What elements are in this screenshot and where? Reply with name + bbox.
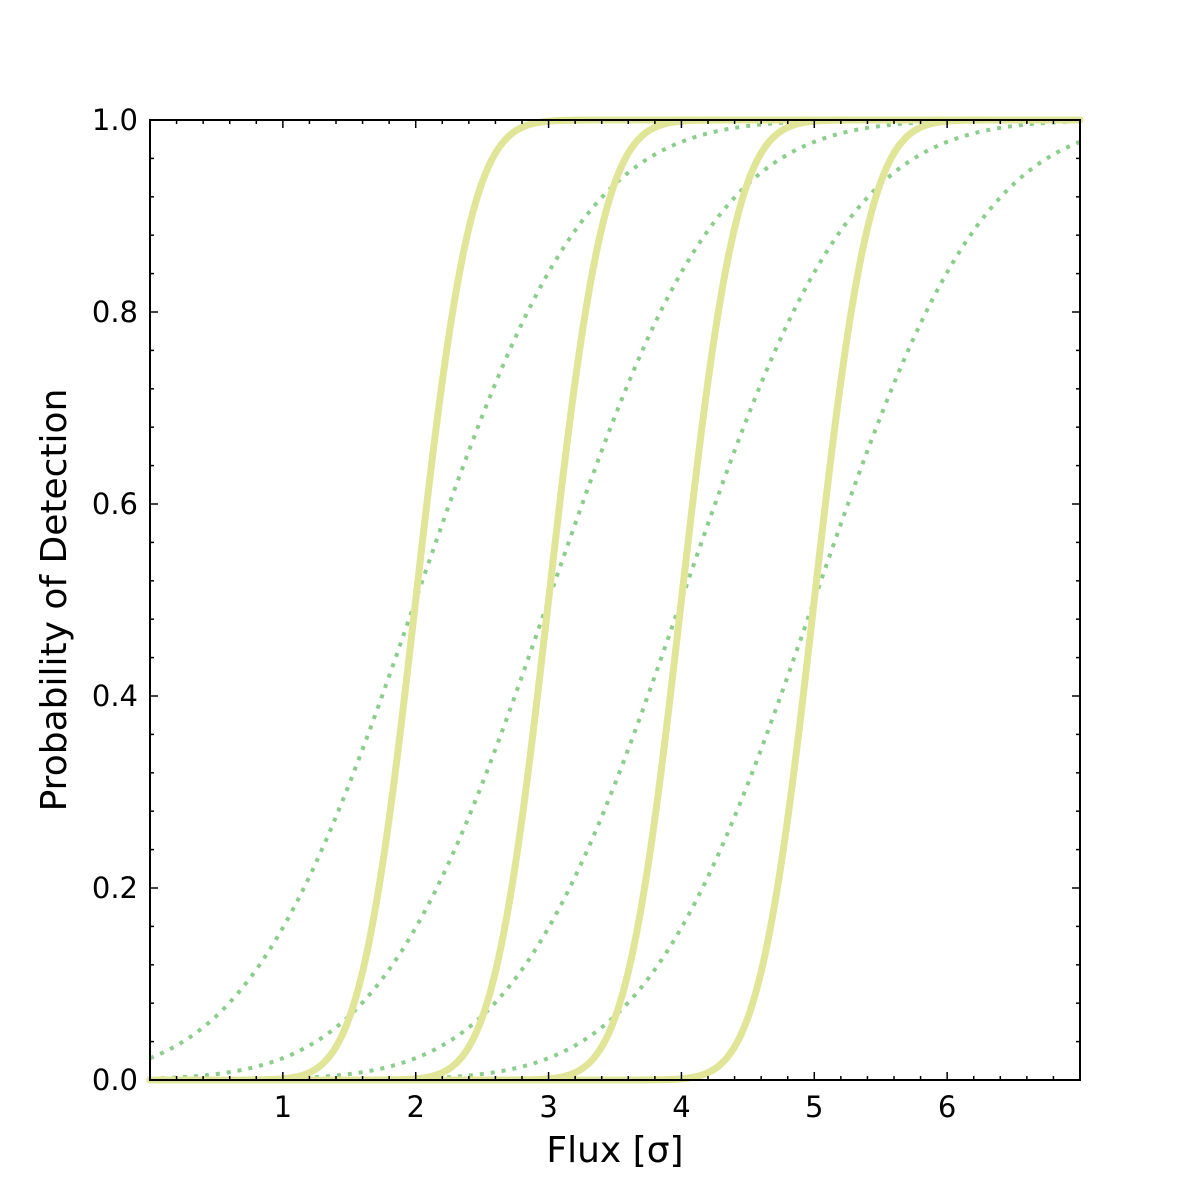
- y-tick-label: 0.2: [92, 871, 138, 905]
- x-tick-label: 4: [672, 1090, 690, 1124]
- x-axis-label: Flux [σ]: [546, 1130, 683, 1171]
- y-tick-label: 0.8: [92, 295, 138, 329]
- x-tick-label: 1: [274, 1090, 292, 1124]
- y-tick-label: 0.4: [92, 679, 138, 713]
- plot-frame: [149, 119, 1081, 1081]
- y-axis-label: Probability of Detection: [34, 389, 75, 812]
- x-tick-label: 5: [805, 1090, 823, 1124]
- y-tick-label: 0.6: [92, 487, 138, 521]
- x-tick-label: 2: [406, 1090, 424, 1124]
- tick-label-layer: 1 2 3 4 5 6 0.0 0.2 0.4 0.6 0.8 1.0: [92, 103, 956, 1124]
- y-tick-label: 0.0: [92, 1063, 138, 1097]
- x-tick-label: 6: [938, 1090, 956, 1124]
- x-tick-label: 3: [539, 1090, 557, 1124]
- y-tick-label: 1.0: [92, 103, 138, 137]
